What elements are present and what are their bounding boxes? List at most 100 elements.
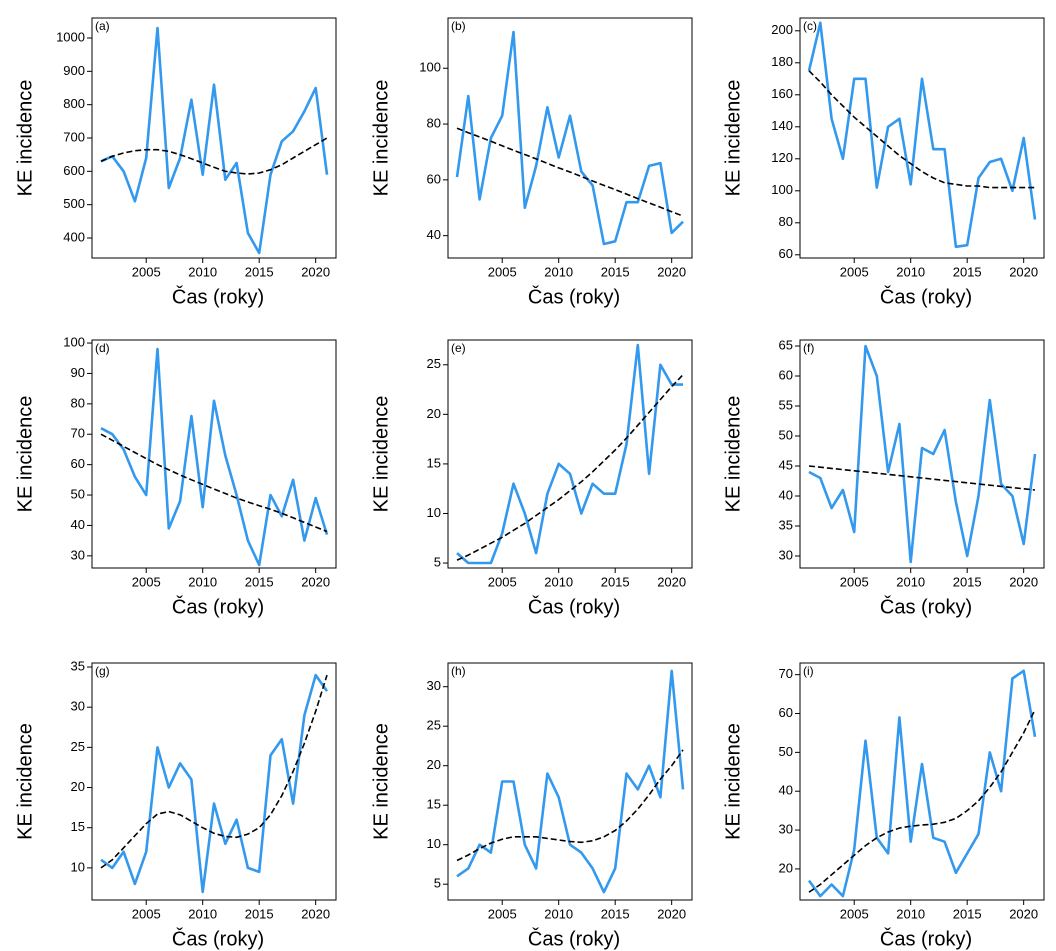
y-axis-label: KE incidence: [722, 396, 744, 513]
x-tick-label: 2005: [840, 574, 869, 589]
y-tick-label: 400: [63, 229, 85, 244]
x-tick-label: 2010: [188, 906, 217, 921]
panel: 40 60 80 100 2005 2010 2015 2020 (b) Čas (roky) KE…: [370, 17, 693, 308]
trend-line: [456, 749, 684, 862]
y-axis-label: KE incidence: [722, 723, 744, 840]
y-tick-label: 15: [71, 819, 85, 834]
y-tick-label: 140: [771, 118, 793, 133]
panel-label: (e): [451, 341, 466, 355]
y-tick-label: 55: [779, 397, 793, 412]
x-axis-label: Čas (roky): [172, 595, 264, 618]
plot-area: [456, 669, 685, 894]
x-tick-label: 2005: [132, 264, 161, 279]
y-axis-label: KE incidence: [722, 80, 744, 197]
y-tick-label: 40: [71, 517, 85, 532]
y-tick-label: 35: [71, 658, 85, 673]
panel: 5 10 15 20 25 30 2005 2010 2015 2020 (h) Čas (roky)…: [370, 662, 693, 950]
x-tick-label: 2020: [1009, 906, 1038, 921]
y-tick-label: 30: [779, 822, 793, 837]
y-tick-label: 160: [771, 86, 793, 101]
y-tick-label: 30: [427, 678, 441, 693]
panel-label: (g): [95, 664, 110, 678]
panel: 10 15 20 25 30 35 2005 2010 2015 2020 (g) Čas (roky…: [14, 658, 337, 950]
data-line: [808, 344, 1037, 564]
panel: 5 10 15 20 25 2005 2010 2015 2020 (e) Čas (roky) KE…: [370, 339, 693, 618]
x-tick-label: 2015: [953, 574, 982, 589]
panel-label: (f): [803, 341, 814, 355]
panel-label: (a): [95, 19, 110, 33]
x-axis-label: Čas (roky): [528, 927, 620, 950]
x-tick-label: 2015: [245, 264, 274, 279]
plot-area: [455, 30, 684, 246]
panel: 400 500 600 700 800 900 1000 2005 2010 2015 2020 (a…: [14, 17, 337, 308]
y-tick-label: 120: [771, 150, 793, 165]
y-tick-label: 20: [427, 406, 441, 421]
y-tick-label: 25: [71, 739, 85, 754]
y-tick-label: 90: [71, 365, 85, 380]
x-tick-label: 2015: [601, 906, 630, 921]
y-axis-label: KE incidence: [370, 723, 392, 840]
plot-frame: [799, 339, 1045, 569]
y-tick-label: 100: [63, 334, 85, 349]
y-tick-label: 50: [71, 486, 85, 501]
y-tick-label: 35: [779, 517, 793, 532]
y-tick-label: 500: [63, 196, 85, 211]
data-line: [456, 669, 685, 894]
trend-line: [100, 674, 328, 869]
x-tick-label: 2005: [132, 906, 161, 921]
x-axis-label: Čas (roky): [880, 927, 972, 950]
x-tick-label: 2015: [953, 264, 982, 279]
y-tick-label: 15: [427, 797, 441, 812]
y-axis-label: KE incidence: [14, 723, 36, 840]
y-tick-label: 20: [427, 757, 441, 772]
x-tick-label: 2010: [544, 906, 573, 921]
y-tick-label: 100: [419, 60, 441, 75]
x-tick-label: 2020: [301, 906, 330, 921]
panel-label: (i): [803, 664, 814, 678]
y-tick-label: 45: [779, 457, 793, 472]
x-tick-label: 2015: [601, 574, 630, 589]
plot-area: [100, 26, 329, 255]
plot-frame: [447, 339, 693, 569]
data-line: [100, 26, 329, 255]
x-tick-label: 2005: [840, 906, 869, 921]
x-tick-label: 2020: [1009, 264, 1038, 279]
plot-area: [808, 344, 1037, 564]
x-axis-label: Čas (roky): [880, 285, 972, 308]
data-line: [807, 21, 1037, 249]
x-tick-label: 2010: [896, 906, 925, 921]
panel-label: (d): [95, 341, 110, 355]
y-axis-label: KE incidence: [14, 396, 36, 513]
y-tick-label: 600: [63, 163, 85, 178]
y-tick-label: 80: [427, 115, 441, 130]
trend-line: [456, 374, 684, 561]
y-tick-label: 40: [427, 227, 441, 242]
y-tick-label: 25: [427, 718, 441, 733]
x-tick-label: 2020: [301, 264, 330, 279]
plot-area: [456, 343, 684, 565]
y-tick-label: 60: [71, 456, 85, 471]
y-tick-label: 60: [779, 705, 793, 720]
x-tick-label: 2015: [953, 906, 982, 921]
x-tick-label: 2010: [544, 574, 573, 589]
x-tick-label: 2010: [896, 264, 925, 279]
y-tick-label: 30: [71, 547, 85, 562]
y-tick-label: 200: [771, 22, 793, 37]
plot-frame: [91, 662, 337, 901]
panel-label: (c): [803, 19, 817, 33]
x-tick-label: 2015: [245, 574, 274, 589]
x-tick-label: 2020: [657, 574, 686, 589]
y-tick-label: 40: [779, 783, 793, 798]
x-axis-label: Čas (roky): [528, 595, 620, 618]
y-tick-label: 80: [779, 214, 793, 229]
data-line: [100, 347, 329, 567]
y-tick-label: 15: [427, 455, 441, 470]
panel-label: (h): [451, 664, 466, 678]
x-tick-label: 2005: [840, 264, 869, 279]
data-line: [456, 343, 683, 565]
x-tick-label: 2005: [488, 906, 517, 921]
x-tick-label: 2020: [301, 574, 330, 589]
x-tick-label: 2010: [896, 574, 925, 589]
y-tick-label: 25: [427, 356, 441, 371]
